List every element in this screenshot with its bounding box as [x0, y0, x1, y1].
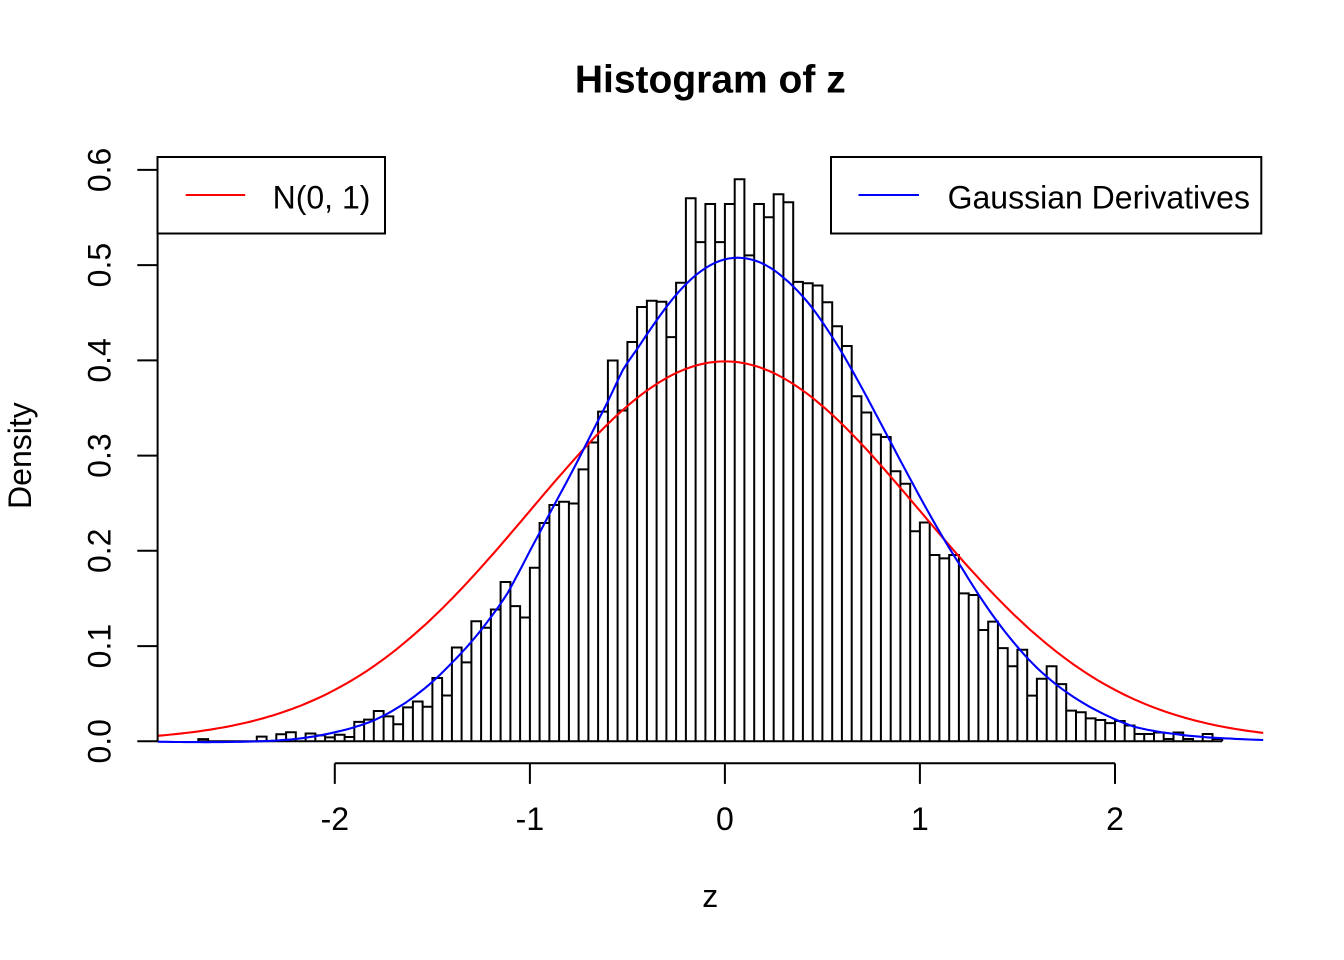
svg-text:Gaussian Derivatives: Gaussian Derivatives [948, 180, 1250, 216]
svg-text:0.3: 0.3 [82, 433, 118, 477]
svg-text:Histogram of z: Histogram of z [575, 59, 846, 102]
svg-text:0.5: 0.5 [82, 243, 118, 287]
svg-text:Density: Density [2, 402, 38, 509]
svg-text:0.0: 0.0 [82, 719, 118, 763]
svg-text:-2: -2 [321, 801, 349, 837]
svg-text:0.4: 0.4 [82, 338, 118, 382]
svg-text:z: z [702, 878, 718, 914]
svg-text:0.1: 0.1 [82, 624, 118, 668]
svg-text:1: 1 [911, 801, 929, 837]
svg-text:0.6: 0.6 [82, 148, 118, 192]
svg-text:2: 2 [1106, 801, 1124, 837]
svg-text:0.2: 0.2 [82, 529, 118, 573]
svg-text:-1: -1 [516, 801, 544, 837]
svg-text:N(0, 1): N(0, 1) [273, 180, 371, 216]
svg-text:0: 0 [716, 801, 734, 837]
